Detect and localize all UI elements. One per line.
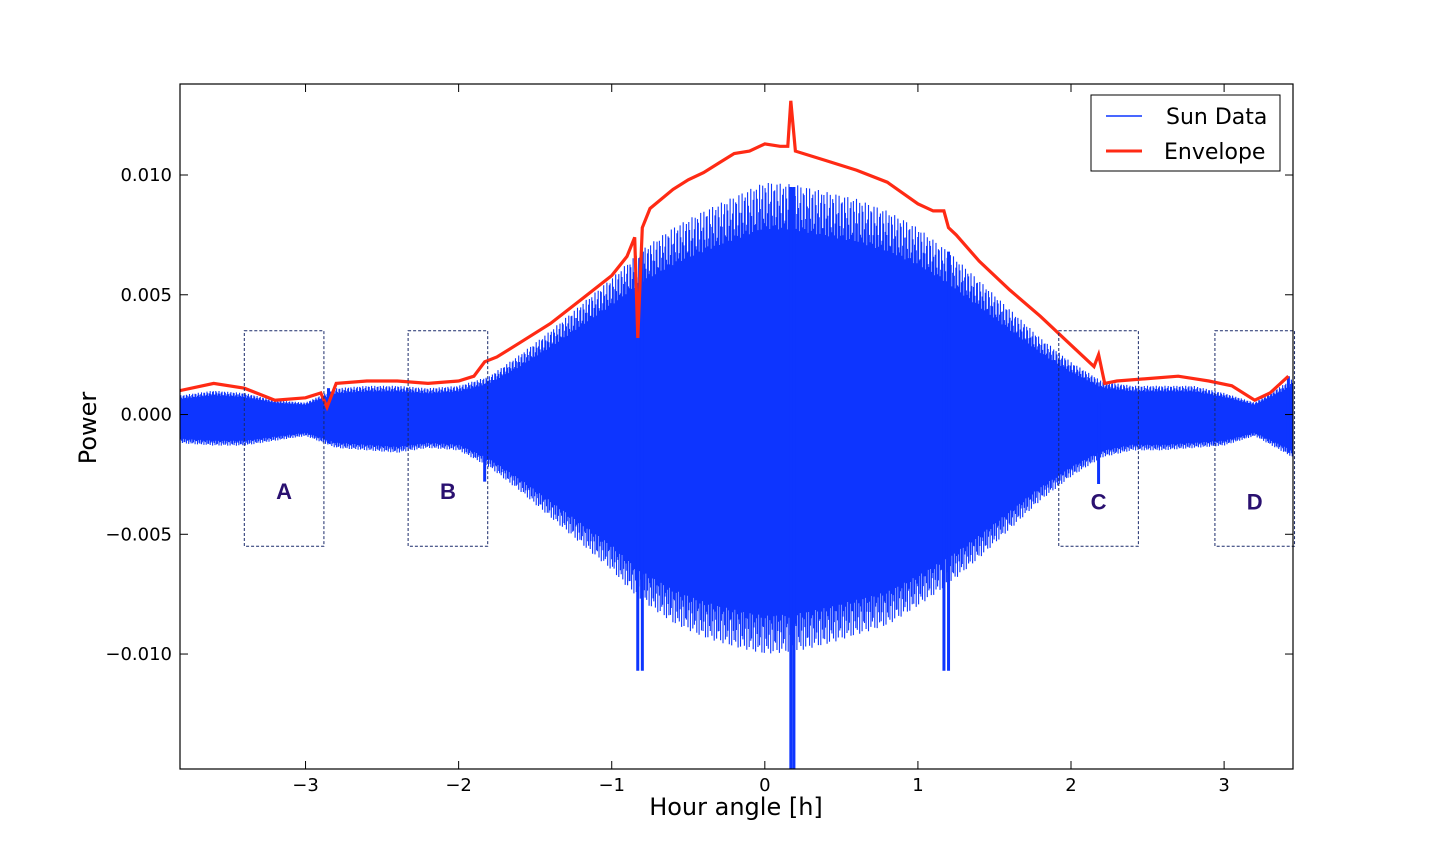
legend-label-sun-data: Sun Data [1166,105,1267,130]
region-label-b: B [440,479,456,504]
y-tick-label-4: 0.010 [120,165,172,186]
data-layer [180,100,1293,769]
region-box-b [407,330,489,547]
region-label-a: A [276,479,292,504]
y-tick-label-3: 0.005 [120,285,172,306]
x-tick-label-1: −2 [445,775,472,796]
region-label-c: C [1091,490,1107,515]
legend: Sun Data Envelope [1090,94,1281,172]
region-box-a [243,330,325,547]
region-box-d [1214,330,1296,547]
region-box-c [1058,330,1139,547]
legend-label-envelope: Envelope [1164,140,1265,165]
x-tick-label-2: −1 [598,775,625,796]
y-tick-label-1: −0.005 [105,524,172,545]
y-axis-title: Power [74,392,102,465]
region-layer: A B C D [243,330,1296,547]
x-tick-label-3: 0 [759,775,770,796]
y-tick-label-0: −0.010 [105,644,172,665]
legend-frame [1090,94,1281,172]
series-sun-data [180,182,1293,654]
x-tick-label-6: 3 [1218,775,1229,796]
x-tick-label-4: 1 [912,775,923,796]
x-axis-title: Hour angle [h] [649,793,823,821]
x-tick-label-5: 2 [1065,775,1076,796]
x-tick-label-0: −3 [292,775,319,796]
region-label-d: D [1247,490,1263,515]
y-tick-label-2: 0.000 [120,405,172,426]
series-envelope [180,100,1290,412]
plot-frame [179,83,1294,770]
tick-layer: −3 −2 −1 0 1 2 3 −0.010 −0.005 0.000 0.005 0.010 [105,84,1293,796]
